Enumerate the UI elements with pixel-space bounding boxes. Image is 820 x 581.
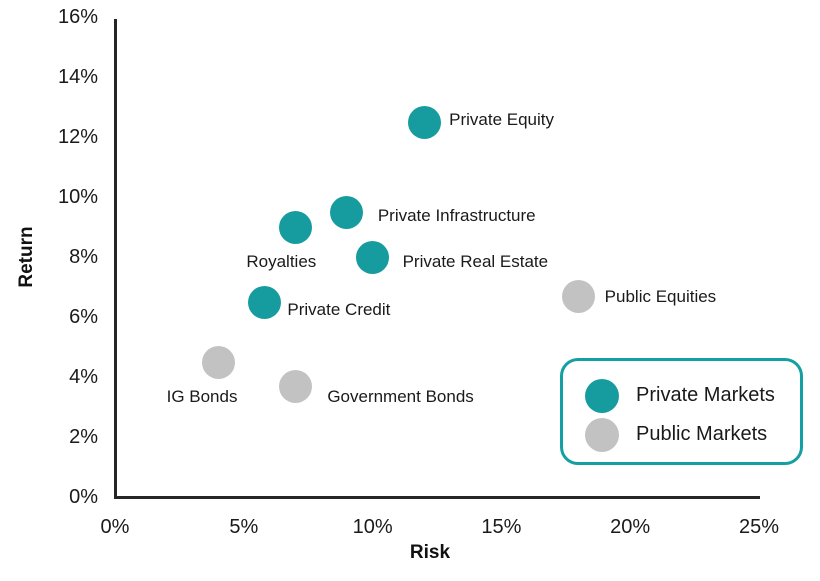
point-label-royalties: Royalties bbox=[246, 252, 317, 271]
point-ig-bonds bbox=[201, 345, 235, 379]
chart-legend: Private Markets Public Markets bbox=[560, 358, 803, 465]
x-tick-label: 0% bbox=[100, 516, 130, 538]
legend-item-public-markets: Public Markets bbox=[585, 415, 800, 454]
point-public-equities bbox=[562, 279, 596, 313]
x-tick-label: 10% bbox=[352, 516, 393, 538]
y-tick-label: 0% bbox=[69, 486, 98, 508]
x-axis-title: Risk bbox=[409, 542, 451, 563]
point-label-public-equities: Public Equities bbox=[604, 287, 717, 306]
point-private-credit bbox=[247, 285, 281, 319]
legend-item-private-markets: Private Markets bbox=[585, 376, 800, 415]
point-private-equity bbox=[407, 105, 441, 139]
point-label-private-real-estate: Private Real Estate bbox=[402, 252, 549, 271]
x-tick-label: 20% bbox=[610, 516, 651, 538]
point-label-private-credit: Private Credit bbox=[287, 300, 391, 319]
x-tick-label: 15% bbox=[481, 516, 522, 538]
y-tick-label: 10% bbox=[57, 186, 98, 208]
y-axis-line bbox=[114, 19, 117, 499]
y-tick-label: 12% bbox=[57, 126, 98, 148]
point-private-real-estate bbox=[356, 240, 390, 274]
point-label-government-bonds: Government Bonds bbox=[327, 387, 474, 406]
point-label-private-equity: Private Equity bbox=[449, 110, 554, 129]
legend-label: Public Markets bbox=[636, 423, 768, 445]
y-tick-label: 4% bbox=[69, 366, 98, 388]
point-government-bonds bbox=[278, 369, 312, 403]
y-tick-label: 2% bbox=[69, 426, 98, 448]
point-label-ig-bonds: IG Bonds bbox=[166, 387, 238, 406]
legend-swatch-public-markets bbox=[585, 417, 619, 452]
x-tick-label: 25% bbox=[738, 516, 780, 538]
y-tick-label: 6% bbox=[69, 306, 98, 328]
y-tick-label: 14% bbox=[57, 66, 98, 88]
x-tick-label: 5% bbox=[229, 516, 259, 538]
y-tick-label: 8% bbox=[69, 246, 98, 268]
legend-swatch-private-markets bbox=[585, 378, 619, 413]
point-label-private-infrastructure: Private Infrastructure bbox=[377, 206, 536, 225]
y-tick-label: 16% bbox=[57, 6, 98, 28]
point-private-infrastructure bbox=[330, 195, 364, 229]
x-axis-line bbox=[114, 496, 760, 499]
point-royalties bbox=[278, 210, 312, 244]
legend-label: Private Markets bbox=[636, 384, 775, 406]
